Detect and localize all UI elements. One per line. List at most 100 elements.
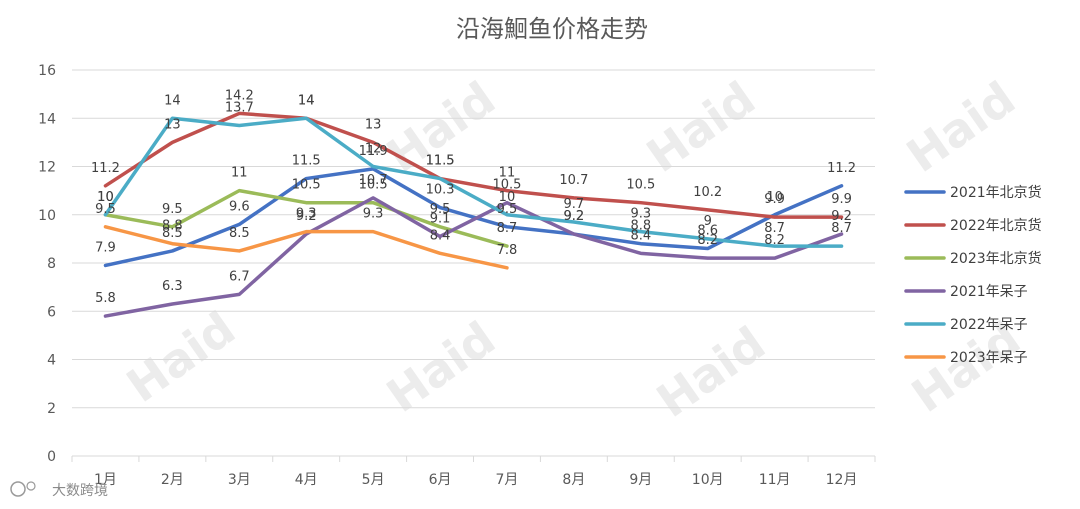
data-label: 13.7 <box>225 100 254 115</box>
data-label: 8.7 <box>764 221 785 236</box>
data-label: 13 <box>164 117 181 132</box>
data-label: 11.5 <box>292 154 321 169</box>
data-labels: 7.9 8.5 9.6 11.5 11.9 10.3 9.5 9.2 8.8 8.6 10 11.2 1… <box>91 88 856 306</box>
data-label: 6.7 <box>229 269 250 284</box>
x-tick-label: 4月 <box>295 472 318 488</box>
data-label: 9.3 <box>296 207 317 222</box>
data-label: 9.5 <box>95 202 116 217</box>
legend-label: 2023年北京货 <box>950 250 1042 267</box>
data-label: 11 <box>231 166 248 181</box>
y-tick-label: 2 <box>47 401 56 417</box>
brand-watermark: Haid <box>117 301 245 413</box>
y-tick-label: 16 <box>38 63 56 79</box>
data-label: 10 <box>499 190 516 205</box>
series-line <box>103 188 509 248</box>
legend-label: 2021年北京货 <box>950 184 1042 201</box>
brand-watermark: Haid <box>647 316 775 428</box>
data-label: 11.2 <box>91 161 120 176</box>
data-label: 9.5 <box>162 202 183 217</box>
data-label: 11 <box>499 166 516 181</box>
chart-title: 沿海鮰鱼价格走势 <box>456 15 648 43</box>
legend-label: 2022年北京货 <box>950 217 1042 234</box>
data-label: 8.7 <box>831 221 852 236</box>
y-tick-label: 8 <box>47 256 56 272</box>
x-tick-label: 2月 <box>161 472 184 488</box>
x-tick-label: 1月 <box>94 472 117 488</box>
x-axis-ticks: 1月 2月 3月 4月 5月 6月 7月 8月 9月 10月 11月 12月 <box>71 456 876 488</box>
data-label: 9.3 <box>630 207 651 222</box>
data-label: 10 <box>97 190 114 205</box>
x-tick-label: 3月 <box>228 472 251 488</box>
data-label: 8.4 <box>430 228 451 243</box>
x-tick-label: 5月 <box>362 472 385 488</box>
data-label: 13 <box>365 117 382 132</box>
x-tick-label: 6月 <box>429 472 452 488</box>
y-tick-label: 4 <box>47 353 56 369</box>
data-label: 7.8 <box>497 243 518 258</box>
legend-label: 2023年呆子 <box>950 350 1028 366</box>
y-axis-ticks: 0 2 4 6 8 10 12 14 16 <box>38 63 56 465</box>
data-label: 10.5 <box>492 178 521 193</box>
data-label: 12 <box>365 142 382 157</box>
x-tick-label: 12月 <box>826 472 858 488</box>
series-line <box>103 116 844 248</box>
legend: 2021年北京货 2022年北京货 2023年北京货 2021年呆子 2022年呆子 20… <box>904 184 1042 366</box>
data-label: 8.8 <box>630 219 651 234</box>
weibo-logo-icon <box>10 481 26 497</box>
weibo-logo-icon-dot <box>26 481 36 491</box>
series-line <box>103 167 844 268</box>
data-label: 11.9 <box>359 144 388 159</box>
data-label: 9.9 <box>831 192 852 207</box>
data-label: 11.5 <box>426 154 455 169</box>
data-label: 8.8 <box>162 219 183 234</box>
watermark-text: 大数跨境 <box>52 483 108 499</box>
y-tick-label: 0 <box>47 449 56 465</box>
data-label: 10.7 <box>559 173 588 188</box>
data-label: 9.2 <box>296 209 317 224</box>
brand-watermark: Haid <box>897 71 1025 183</box>
data-label: 11.2 <box>827 161 856 176</box>
data-label: 9.3 <box>363 207 384 222</box>
data-label: 8.6 <box>697 224 718 239</box>
data-label: 5.8 <box>95 291 116 306</box>
series-lines <box>103 111 844 318</box>
data-label: 10.5 <box>359 178 388 193</box>
series-line <box>103 111 844 219</box>
series-line <box>103 225 509 270</box>
y-tick-label: 6 <box>47 304 56 320</box>
data-label: 10.3 <box>426 183 455 198</box>
x-tick-label: 8月 <box>562 472 585 488</box>
data-label: 8.5 <box>162 226 183 241</box>
data-label: 8.5 <box>229 226 250 241</box>
x-tick-label: 7月 <box>495 472 518 488</box>
x-tick-label: 10月 <box>692 472 724 488</box>
data-label: 10.2 <box>693 185 722 200</box>
data-label: 10 <box>97 190 114 205</box>
series-line <box>103 196 844 318</box>
legend-label: 2021年呆子 <box>950 284 1028 300</box>
data-label: 14 <box>298 93 315 108</box>
data-label: 9.5 <box>497 202 518 217</box>
y-tick-label: 14 <box>38 111 56 127</box>
data-label: 9.2 <box>564 209 585 224</box>
data-label: 8.4 <box>630 228 651 243</box>
data-label: 11.5 <box>426 154 455 169</box>
x-tick-label: 11月 <box>759 472 791 488</box>
data-label: 9.7 <box>564 197 585 212</box>
y-tick-label: 12 <box>38 160 56 176</box>
data-label: 9.6 <box>229 199 250 214</box>
data-label: 8.7 <box>497 221 518 236</box>
brand-watermark: Haid <box>377 311 505 423</box>
watermark-corner: 大数跨境 <box>10 481 108 499</box>
data-label: 9.2 <box>564 209 585 224</box>
data-label: 7.9 <box>95 240 116 255</box>
data-label: 9.2 <box>831 209 852 224</box>
data-label: 9.9 <box>764 192 785 207</box>
data-label: 8.2 <box>764 233 785 248</box>
legend-label: 2022年呆子 <box>950 317 1028 333</box>
data-label: 9.5 <box>430 202 451 217</box>
data-label: 10.7 <box>359 173 388 188</box>
data-label: 14 <box>298 93 315 108</box>
data-label: 10.5 <box>292 178 321 193</box>
data-label: 14 <box>164 93 181 108</box>
